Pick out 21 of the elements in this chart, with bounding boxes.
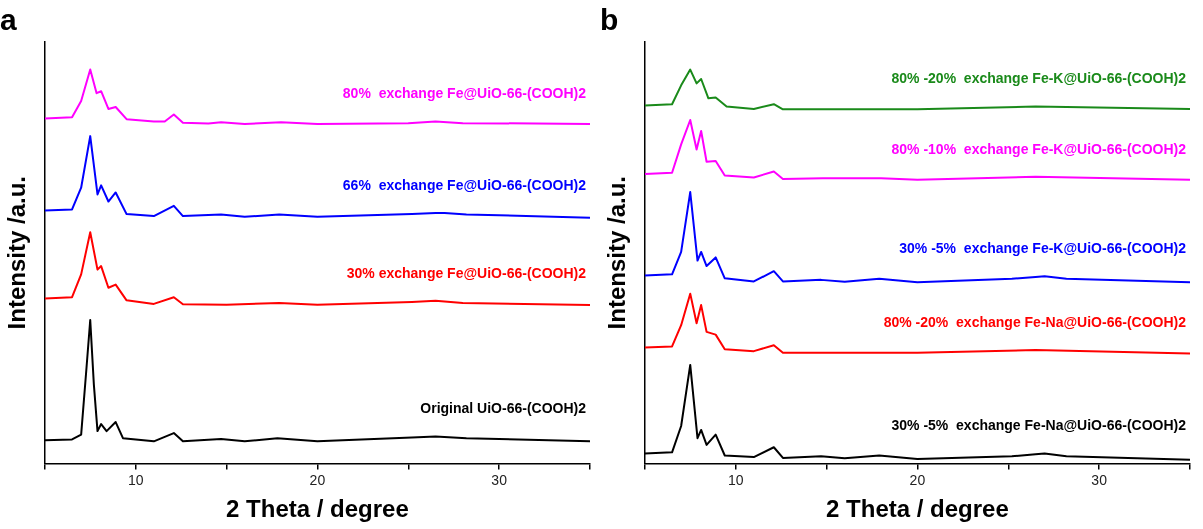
series-label: 80% -10% exchange Fe-K@UiO-66-(COOH)2: [891, 140, 1187, 157]
x-tick-label: 10: [727, 471, 744, 488]
series-label: 80% -20% exchange Fe-Na@UiO-66-(COOH)2: [883, 313, 1187, 330]
series-label: 80% -20% exchange Fe-K@UiO-66-(COOH)2: [891, 70, 1187, 87]
y-axis-title: Intensity /a.u.: [3, 176, 31, 330]
x-axis-title: 2 Theta / degree: [826, 495, 1009, 523]
series-label: 30% exchange Fe@UiO-66-(COOH)2: [346, 264, 587, 281]
x-tick-label: 30: [491, 471, 508, 488]
y-axis-title: Intensity /a.u.: [603, 176, 631, 330]
x-axis-title: 2 Theta / degree: [226, 495, 409, 523]
chart-title: a: [0, 3, 17, 37]
x-tick-label: 10: [127, 471, 144, 488]
series-label: 30% -5% exchange Fe-K@UiO-66-(COOH)2: [899, 240, 1187, 257]
series-label: Original UiO-66-(COOH)2: [420, 400, 587, 417]
series-label: 80% exchange Fe@UiO-66-(COOH)2: [342, 85, 587, 102]
series-label: 66% exchange Fe@UiO-66-(COOH)2: [342, 176, 587, 193]
x-tick-label: 20: [309, 471, 326, 488]
x-tick-label: 30: [1091, 471, 1108, 488]
chart-title: b: [600, 3, 619, 37]
x-tick-label: 20: [909, 471, 926, 488]
series-label: 30% -5% exchange Fe-Na@UiO-66-(COOH)2: [891, 417, 1187, 434]
